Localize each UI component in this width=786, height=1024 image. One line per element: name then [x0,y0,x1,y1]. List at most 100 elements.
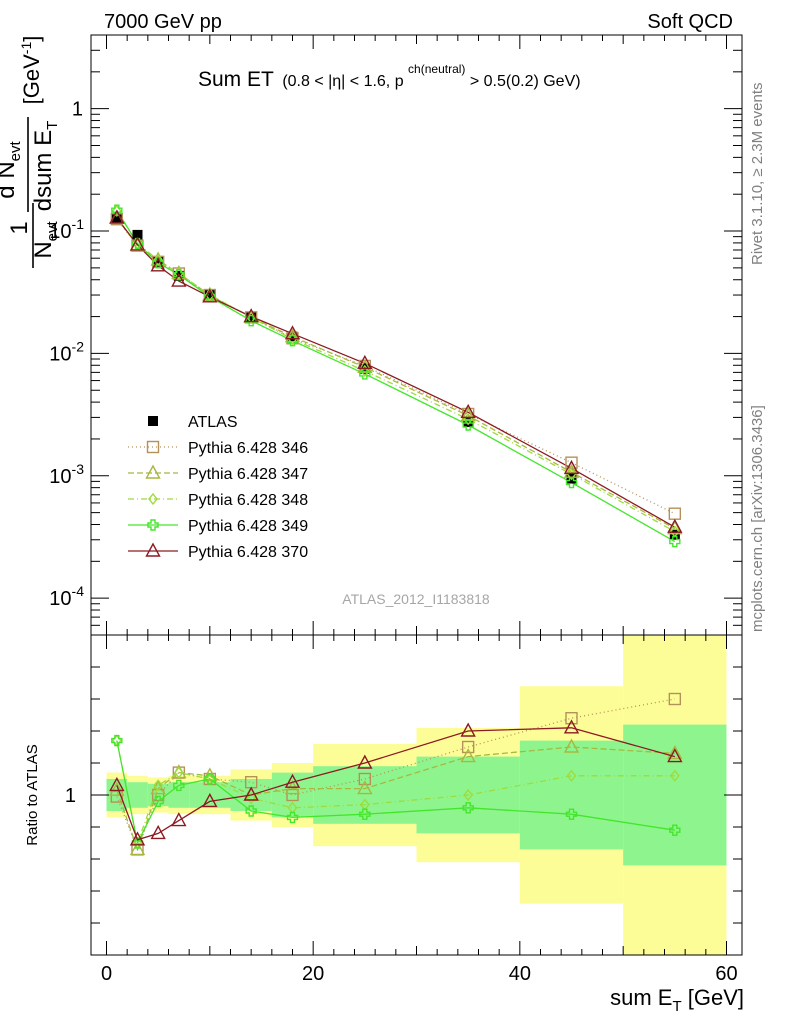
data-point-upper [111,214,122,225]
series-point-ratio [245,805,257,817]
series-point-upper [202,288,218,303]
series-point-upper [667,518,683,533]
header-left: 7000 GeV pp [104,11,222,33]
ratio-y-axis-label: Ratio to ATLAS [24,744,41,845]
series-point-ratio [284,773,301,788]
series-point-ratio [243,786,259,801]
series-point-upper [669,535,681,548]
series-point-ratio [171,812,187,827]
ylabel-one: 1 [6,221,33,234]
plot-title-paren: (0.8 < |η| < 1.6, p [282,73,403,90]
series-line-ratio [116,727,676,841]
analysis-watermark: ATLAS_2012_I1183818 [342,591,490,607]
data-point-upper [204,290,215,301]
data-point-upper [153,256,164,267]
series-point-upper [111,204,123,216]
legend-label: Pythia 6.428 348 [188,492,308,509]
legend-marker-atlas [148,416,158,426]
series-point-ratio [109,776,125,792]
series-point-upper [109,209,125,224]
band-inner [127,782,148,808]
series-line-upper [116,217,676,530]
series-point-upper [357,358,373,374]
x-tick-label: 20 [302,963,324,985]
series-point-ratio [667,748,683,763]
x-tick-label: 0 [101,963,112,985]
ylabel-dsum: dsum ET [30,121,61,212]
series-point-ratio [463,788,474,802]
series-point-ratio [667,744,683,760]
series-point-ratio [150,780,166,795]
x-tick-label: 60 [715,963,737,985]
series-point-upper [357,354,373,370]
ylabel-unit: [GeV-1] [18,36,44,105]
plot-title: Sum ET (0.8 < |η| < 1.6, p ch(neutral) >… [198,60,581,91]
plot-title-sup: ch(neutral) [408,62,465,76]
series-point-ratio [109,781,125,796]
series-point-ratio [462,802,474,814]
y-tick-label-upper: 10-4 [49,583,84,610]
plot-title-main: Sum ET [198,68,274,91]
series-point-ratio [129,831,146,846]
ylabel-nevt: Nevt [30,220,61,258]
legend-label-atlas: ATLAS [188,414,238,431]
rivet-version-label: Rivet 3.1.10, ≥ 2.3M events [749,83,766,266]
y-tick-label-upper: 1 [72,99,83,121]
series-point-ratio [202,792,218,808]
y-tick-label-upper: 10-3 [49,461,84,488]
legend-label: Pythia 6.428 346 [188,440,308,457]
series-point-upper [284,325,301,340]
series-point-ratio [359,808,371,820]
ratio-uncertainty-bands [106,635,727,955]
header-right: Soft QCD [647,11,733,33]
y-tick-label-upper: 10-2 [49,338,84,365]
data-point-upper [246,311,257,322]
series-point-ratio [566,769,577,782]
series-point-upper [129,236,146,251]
source-label: mcplots.cern.ch [arXiv:1306.3436] [749,405,766,632]
series-point-ratio [565,712,578,725]
legend-label: Pythia 6.428 347 [188,466,308,483]
series-point-upper [460,403,476,419]
x-tick-label: 40 [509,963,531,985]
series-point-upper [110,212,124,226]
y-tick-label-ratio: 1 [65,785,76,807]
legend-marker [147,519,159,531]
series-point-upper [284,328,301,343]
series-point-upper [131,237,144,250]
series-line-upper [116,210,676,533]
series-point-ratio [565,808,578,820]
series-point-upper [243,308,259,323]
series-point-upper [563,459,580,475]
legend-marker [146,440,160,454]
series-point-ratio [563,738,580,753]
series-point-ratio [358,772,372,786]
series-point-ratio [460,748,476,763]
x-axis-label: sum ET [GeV] [610,985,744,1015]
series-point-ratio [669,769,680,782]
series-point-ratio [152,795,164,808]
data-point-upper [463,417,474,428]
y-tick-label-upper: 10-1 [49,216,84,243]
series-point-ratio [153,779,164,792]
series-point-ratio [150,824,166,840]
series-point-upper [565,476,578,489]
series-point-upper [150,257,166,272]
ratio-panel-series [109,692,683,856]
series-point-ratio [173,766,184,779]
series-point-ratio [129,840,146,856]
series-point-upper [245,315,257,327]
plot-title-tail: > 0.5(0.2) GeV) [470,73,581,90]
legend-label: Pythia 6.428 349 [188,518,308,535]
series-point-ratio [246,792,257,805]
series-point-ratio [286,811,299,824]
legend-marker [148,492,158,506]
axes: 0 20 40 60 1 10-1 10-2 10-3 10-4 1 [49,34,742,985]
series-point-ratio [202,767,218,782]
band-inner [271,772,314,818]
legend-label: Pythia 6.428 370 [188,544,308,561]
series-point-upper [462,419,474,431]
data-point-upper [287,331,298,342]
series-point-ratio [204,773,216,785]
